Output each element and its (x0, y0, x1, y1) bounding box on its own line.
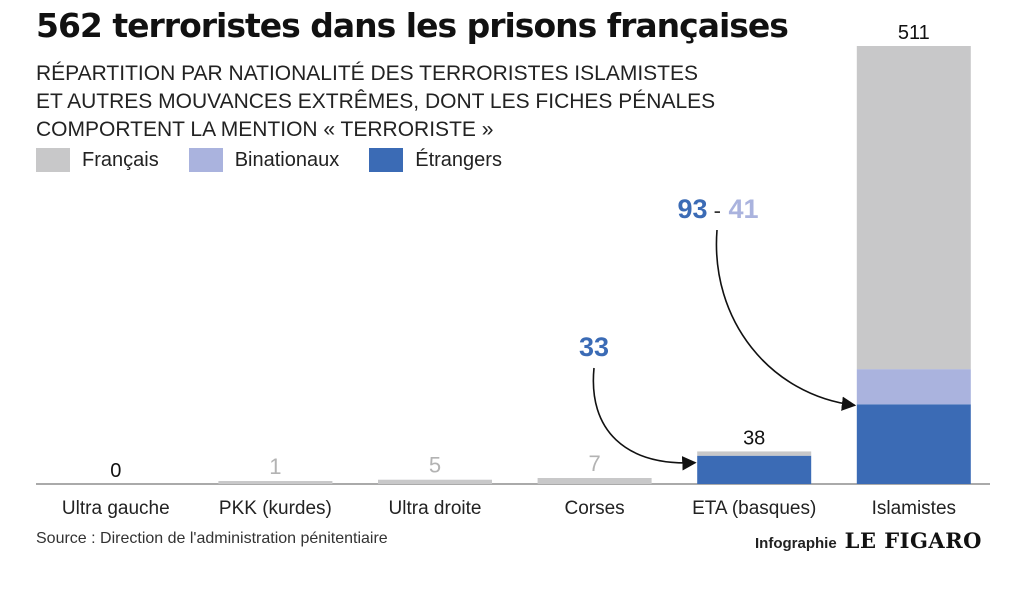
annotation-islamistes-part-1: - (708, 198, 721, 223)
bar-franais-5 (856, 46, 971, 370)
legend-swatch-binationaux (188, 148, 223, 172)
legend-item-francais: Français (36, 148, 159, 172)
total-label-5: 511 (898, 22, 930, 44)
legend-swatch-francais (36, 148, 70, 172)
legend-label-etrangers: Étrangers (415, 148, 502, 171)
category-label-5: Islamistes (872, 498, 956, 519)
total-label-3: 7 (588, 451, 600, 476)
total-label-2: 5 (429, 453, 441, 478)
credit: Infographie LE FIGARO (755, 528, 982, 553)
legend: Français Binationaux Étrangers (36, 148, 532, 172)
legend-item-etrangers: Étrangers (369, 148, 502, 172)
bar-trangers-5 (856, 404, 971, 484)
bar-franais-1 (218, 481, 333, 484)
annotation-islamistes: 93 - 41 (677, 194, 758, 224)
legend-label-binationaux: Binationaux (234, 148, 340, 171)
bar-franais-4 (697, 451, 812, 456)
bar-binationaux-5 (856, 369, 971, 405)
annotation-islamistes-part-2: 41 (721, 194, 759, 224)
subtitle-line-2: ET AUTRES MOUVANCES EXTRÊMES, DONT LES F… (36, 90, 716, 113)
le-figaro-logo: LE FIGARO (844, 528, 982, 553)
total-label-1: 1 (269, 454, 281, 479)
annotation-arrow-eta (592, 367, 697, 471)
total-label-4: 38 (743, 427, 765, 449)
subtitle-line-3: COMPORTENT LA MENTION « TERRORISTE » (36, 118, 494, 141)
chart-title: 562 terroristes dans les prisons françai… (36, 6, 789, 45)
annotation-eta-etrangers: 33 (579, 332, 609, 362)
annotation-arrow-islamistes (715, 229, 857, 411)
category-label-1: PKK (kurdes) (219, 498, 332, 519)
category-label-0: Ultra gauche (62, 498, 170, 519)
chart-subtitle: RÉPARTITION PAR NATIONALITÉ DES TERRORIS… (36, 60, 796, 144)
source-note: Source : Direction de l'administration p… (36, 530, 388, 547)
annotation-islamistes-part-0: 93 (677, 194, 707, 224)
credit-label: Infographie (755, 535, 837, 552)
category-label-4: ETA (basques) (692, 498, 816, 519)
category-label-2: Ultra droite (389, 498, 482, 519)
bar-trangers-4 (697, 455, 812, 484)
bar-franais-2 (378, 479, 492, 484)
legend-label-francais: Français (82, 148, 159, 171)
legend-swatch-etrangers (369, 148, 404, 172)
subtitle-line-1: RÉPARTITION PAR NATIONALITÉ DES TERRORIS… (36, 62, 699, 85)
legend-item-binationaux: Binationaux (188, 148, 340, 172)
bar-franais-3 (537, 478, 652, 484)
category-label-3: Corses (565, 498, 625, 519)
total-label-0: 0 (110, 460, 121, 482)
